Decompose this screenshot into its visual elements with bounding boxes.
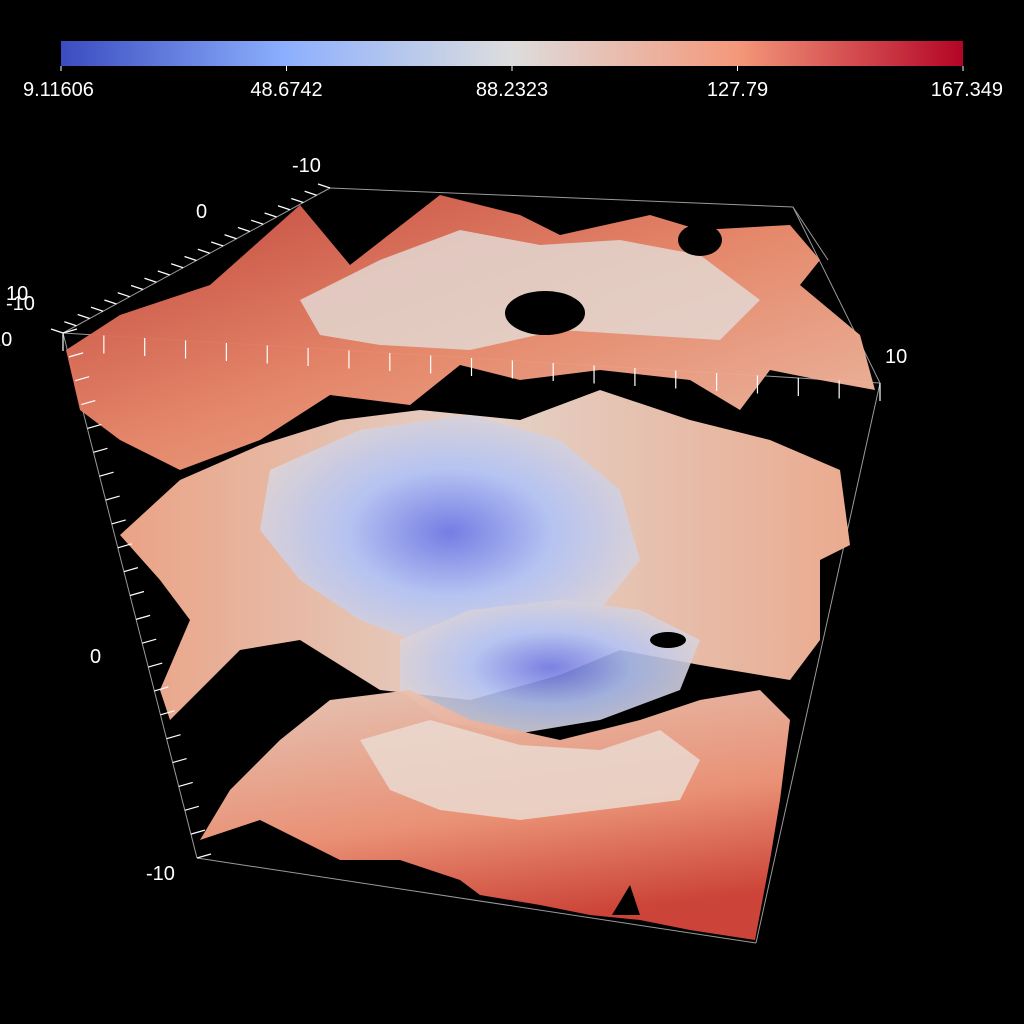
axis-labels: -10 10 -10 0 10 10 0 -10 (0, 155, 907, 885)
colorbar-tick-label: 167.349 (931, 79, 1003, 101)
axis-tick (105, 495, 120, 501)
axis-tick (160, 710, 175, 716)
axis-ticks (50, 183, 881, 859)
axis-tick (117, 543, 132, 549)
isosurface (66, 195, 875, 940)
axis-tick (142, 638, 157, 644)
surface-hole (612, 885, 640, 915)
axis-tick (62, 328, 78, 334)
surface-blue-basin (260, 415, 640, 650)
bbox-edge (329, 187, 794, 208)
axis-tick (135, 614, 151, 620)
surface-hole (505, 291, 585, 335)
surface-bottom-light (360, 720, 700, 820)
colorbar-tick-label: 48.6742 (250, 79, 322, 101)
colorbar-tick-label: 127.79 (707, 79, 768, 101)
axis-tick (50, 328, 64, 334)
surface-blue-basin (400, 600, 700, 735)
colorbar-ticks: 9.11606 48.6742 88.2323 127.79 167.349 (23, 66, 1003, 101)
axis-tick (264, 212, 277, 218)
axis-tick (144, 277, 157, 283)
bbox-edge (755, 382, 881, 944)
axis-tick (178, 781, 193, 787)
axis-tick (123, 567, 139, 573)
surface-top-light (300, 230, 760, 350)
axis-tick-label: 0 (90, 646, 101, 668)
axis-tick-label: 10 (885, 346, 907, 368)
axis-tick (148, 662, 163, 668)
axis-tick (197, 248, 211, 254)
axis-tick (224, 234, 237, 240)
axis-tick (157, 270, 170, 276)
colorbar-tick-label: 9.11606 (23, 79, 94, 101)
axis-tick (211, 241, 224, 247)
axis-tick (184, 805, 199, 811)
axis-tick (237, 226, 251, 233)
axis-tick (190, 829, 206, 835)
axis-tick (166, 734, 181, 740)
axis-tick (104, 299, 117, 305)
bbox-edge (792, 206, 881, 384)
axis-tick (99, 471, 114, 477)
axis-tick-label: 10 (0, 329, 12, 351)
colorbar-tick-label: 88.2323 (476, 79, 548, 101)
axis-tick (154, 686, 169, 692)
surface-hole (678, 224, 722, 256)
axis-tick (111, 519, 126, 525)
axis-tick (77, 313, 90, 320)
axis-tick (87, 423, 102, 430)
axis-tick (130, 284, 144, 291)
axis-tick (81, 400, 96, 406)
axis-tick (90, 306, 104, 312)
axis-tick (172, 757, 187, 764)
bbox-edge (792, 206, 829, 261)
axis-tick-label: -10 (146, 863, 175, 885)
axis-tick (170, 263, 184, 269)
axis-tick (196, 853, 212, 859)
axis-tick (117, 292, 130, 298)
axis-tick (64, 321, 77, 327)
axis-tick-label: -10 (292, 155, 321, 177)
axis-tick (93, 447, 108, 453)
axis-tick (68, 352, 84, 358)
colorbar-gradient (61, 41, 963, 66)
axis-tick (304, 190, 317, 196)
axis-tick-label: 10 (6, 283, 28, 305)
axis-tick (184, 255, 197, 262)
axis-tick (129, 590, 145, 597)
axis-tick (75, 376, 90, 382)
bbox-edge (196, 857, 757, 944)
axis-tick-label: 0 (196, 201, 207, 223)
axis-tick (251, 219, 264, 225)
colorbar: 9.11606 48.6742 88.2323 127.79 167.349 (23, 41, 1003, 101)
axis-tick (277, 205, 291, 211)
axis-tick (291, 197, 304, 204)
axis-tick (317, 183, 331, 189)
surface-hole (650, 632, 686, 648)
axis-tick-label: -10 (6, 293, 35, 315)
